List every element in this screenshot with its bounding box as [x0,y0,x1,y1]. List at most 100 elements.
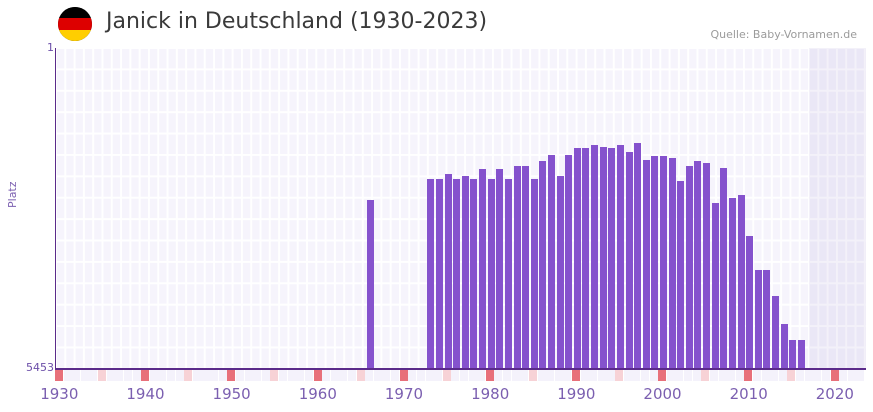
bar[interactable] [591,145,599,368]
x-tick-plain [210,370,219,381]
bar[interactable] [487,179,495,368]
bar[interactable] [634,143,642,368]
bar[interactable] [444,174,452,368]
y-axis-title: Platz [6,181,19,208]
bar[interactable] [660,156,667,368]
x-tick-plain [72,370,81,381]
x-tick-plain [735,370,744,381]
bar[interactable] [427,179,435,368]
bar[interactable] [685,166,693,368]
x-tick-decade [313,370,322,381]
bar[interactable] [703,163,711,368]
x-tick-plain [123,370,132,381]
bar[interactable] [556,176,564,368]
x-tick-plain [89,370,98,381]
x-tick-half-decade [787,370,796,381]
x-tick-half-decade [184,370,193,381]
x-tick-plain [640,370,649,381]
x-tick-plain [494,370,503,381]
bar[interactable] [479,169,487,368]
bar[interactable] [694,161,702,368]
bar[interactable] [522,166,530,368]
x-tick-plain [709,370,718,381]
bar[interactable] [780,324,788,368]
bar[interactable] [608,148,616,368]
flag-band-red [58,18,92,30]
bar[interactable] [772,296,780,368]
x-tick-plain [597,370,606,381]
x-tick-plain [63,370,72,381]
bar[interactable] [754,270,762,368]
x-tick-plain [847,370,856,381]
bar[interactable] [763,270,771,368]
x-tick-half-decade [701,370,710,381]
bar[interactable] [737,195,745,368]
x-tick-plain [632,370,641,381]
bar[interactable] [496,169,504,368]
bar[interactable] [547,155,555,368]
bar[interactable] [539,161,547,368]
x-tick-plain [115,370,124,381]
x-tick-plain [106,370,115,381]
x-tick-plain [727,370,736,381]
bar[interactable] [367,200,375,368]
x-axis-tick-label: 1990 [557,385,596,403]
x-tick-half-decade [528,370,537,381]
bar[interactable] [651,156,659,368]
x-tick-plain [813,370,822,381]
bar[interactable] [435,179,443,368]
x-tick-plain [537,370,546,381]
bar[interactable] [616,145,624,368]
x-tick-plain [718,370,727,381]
x-tick-plain [692,370,701,381]
chart-header: Janick in Deutschland (1930-2023) Quelle… [0,0,873,46]
x-tick-decade [399,370,408,381]
x-tick-decade [658,370,667,381]
x-tick-plain [339,370,348,381]
x-tick-plain [235,370,244,381]
bar[interactable] [746,236,754,368]
x-tick-plain [296,370,305,381]
bar[interactable] [513,166,521,368]
x-tick-plain [684,370,693,381]
x-tick-decade [227,370,236,381]
bar[interactable] [677,181,685,368]
x-axis-tick-strip [55,370,866,381]
bar[interactable] [728,198,736,368]
bar[interactable] [599,147,607,368]
x-tick-plain [167,370,176,381]
bar[interactable] [470,179,478,368]
x-tick-decade [744,370,753,381]
x-tick-decade [572,370,581,381]
bar[interactable] [720,168,728,368]
x-tick-plain [322,370,331,381]
bar[interactable] [453,179,461,368]
x-tick-half-decade [442,370,451,381]
x-tick-plain [675,370,684,381]
bar[interactable] [565,155,573,368]
bar[interactable] [573,148,581,368]
bar[interactable] [711,203,719,368]
x-tick-plain [761,370,770,381]
x-tick-plain [304,370,313,381]
x-axis-tick-label: 2010 [729,385,768,403]
bar[interactable] [642,160,650,368]
bar[interactable] [625,152,633,368]
bar[interactable] [504,179,512,368]
bar[interactable] [461,176,469,368]
bar[interactable] [797,340,805,368]
x-axis-tick-label: 1930 [40,385,79,403]
bar[interactable] [582,148,590,368]
bar[interactable] [530,179,538,368]
x-tick-plain [606,370,615,381]
x-tick-plain [416,370,425,381]
bar[interactable] [789,340,797,368]
x-tick-plain [391,370,400,381]
germany-flag-icon [58,7,92,41]
bar[interactable] [668,158,676,368]
x-tick-plain [589,370,598,381]
x-tick-plain [770,370,779,381]
x-tick-plain [804,370,813,381]
flag-band-gold [58,29,92,41]
x-tick-plain [563,370,572,381]
